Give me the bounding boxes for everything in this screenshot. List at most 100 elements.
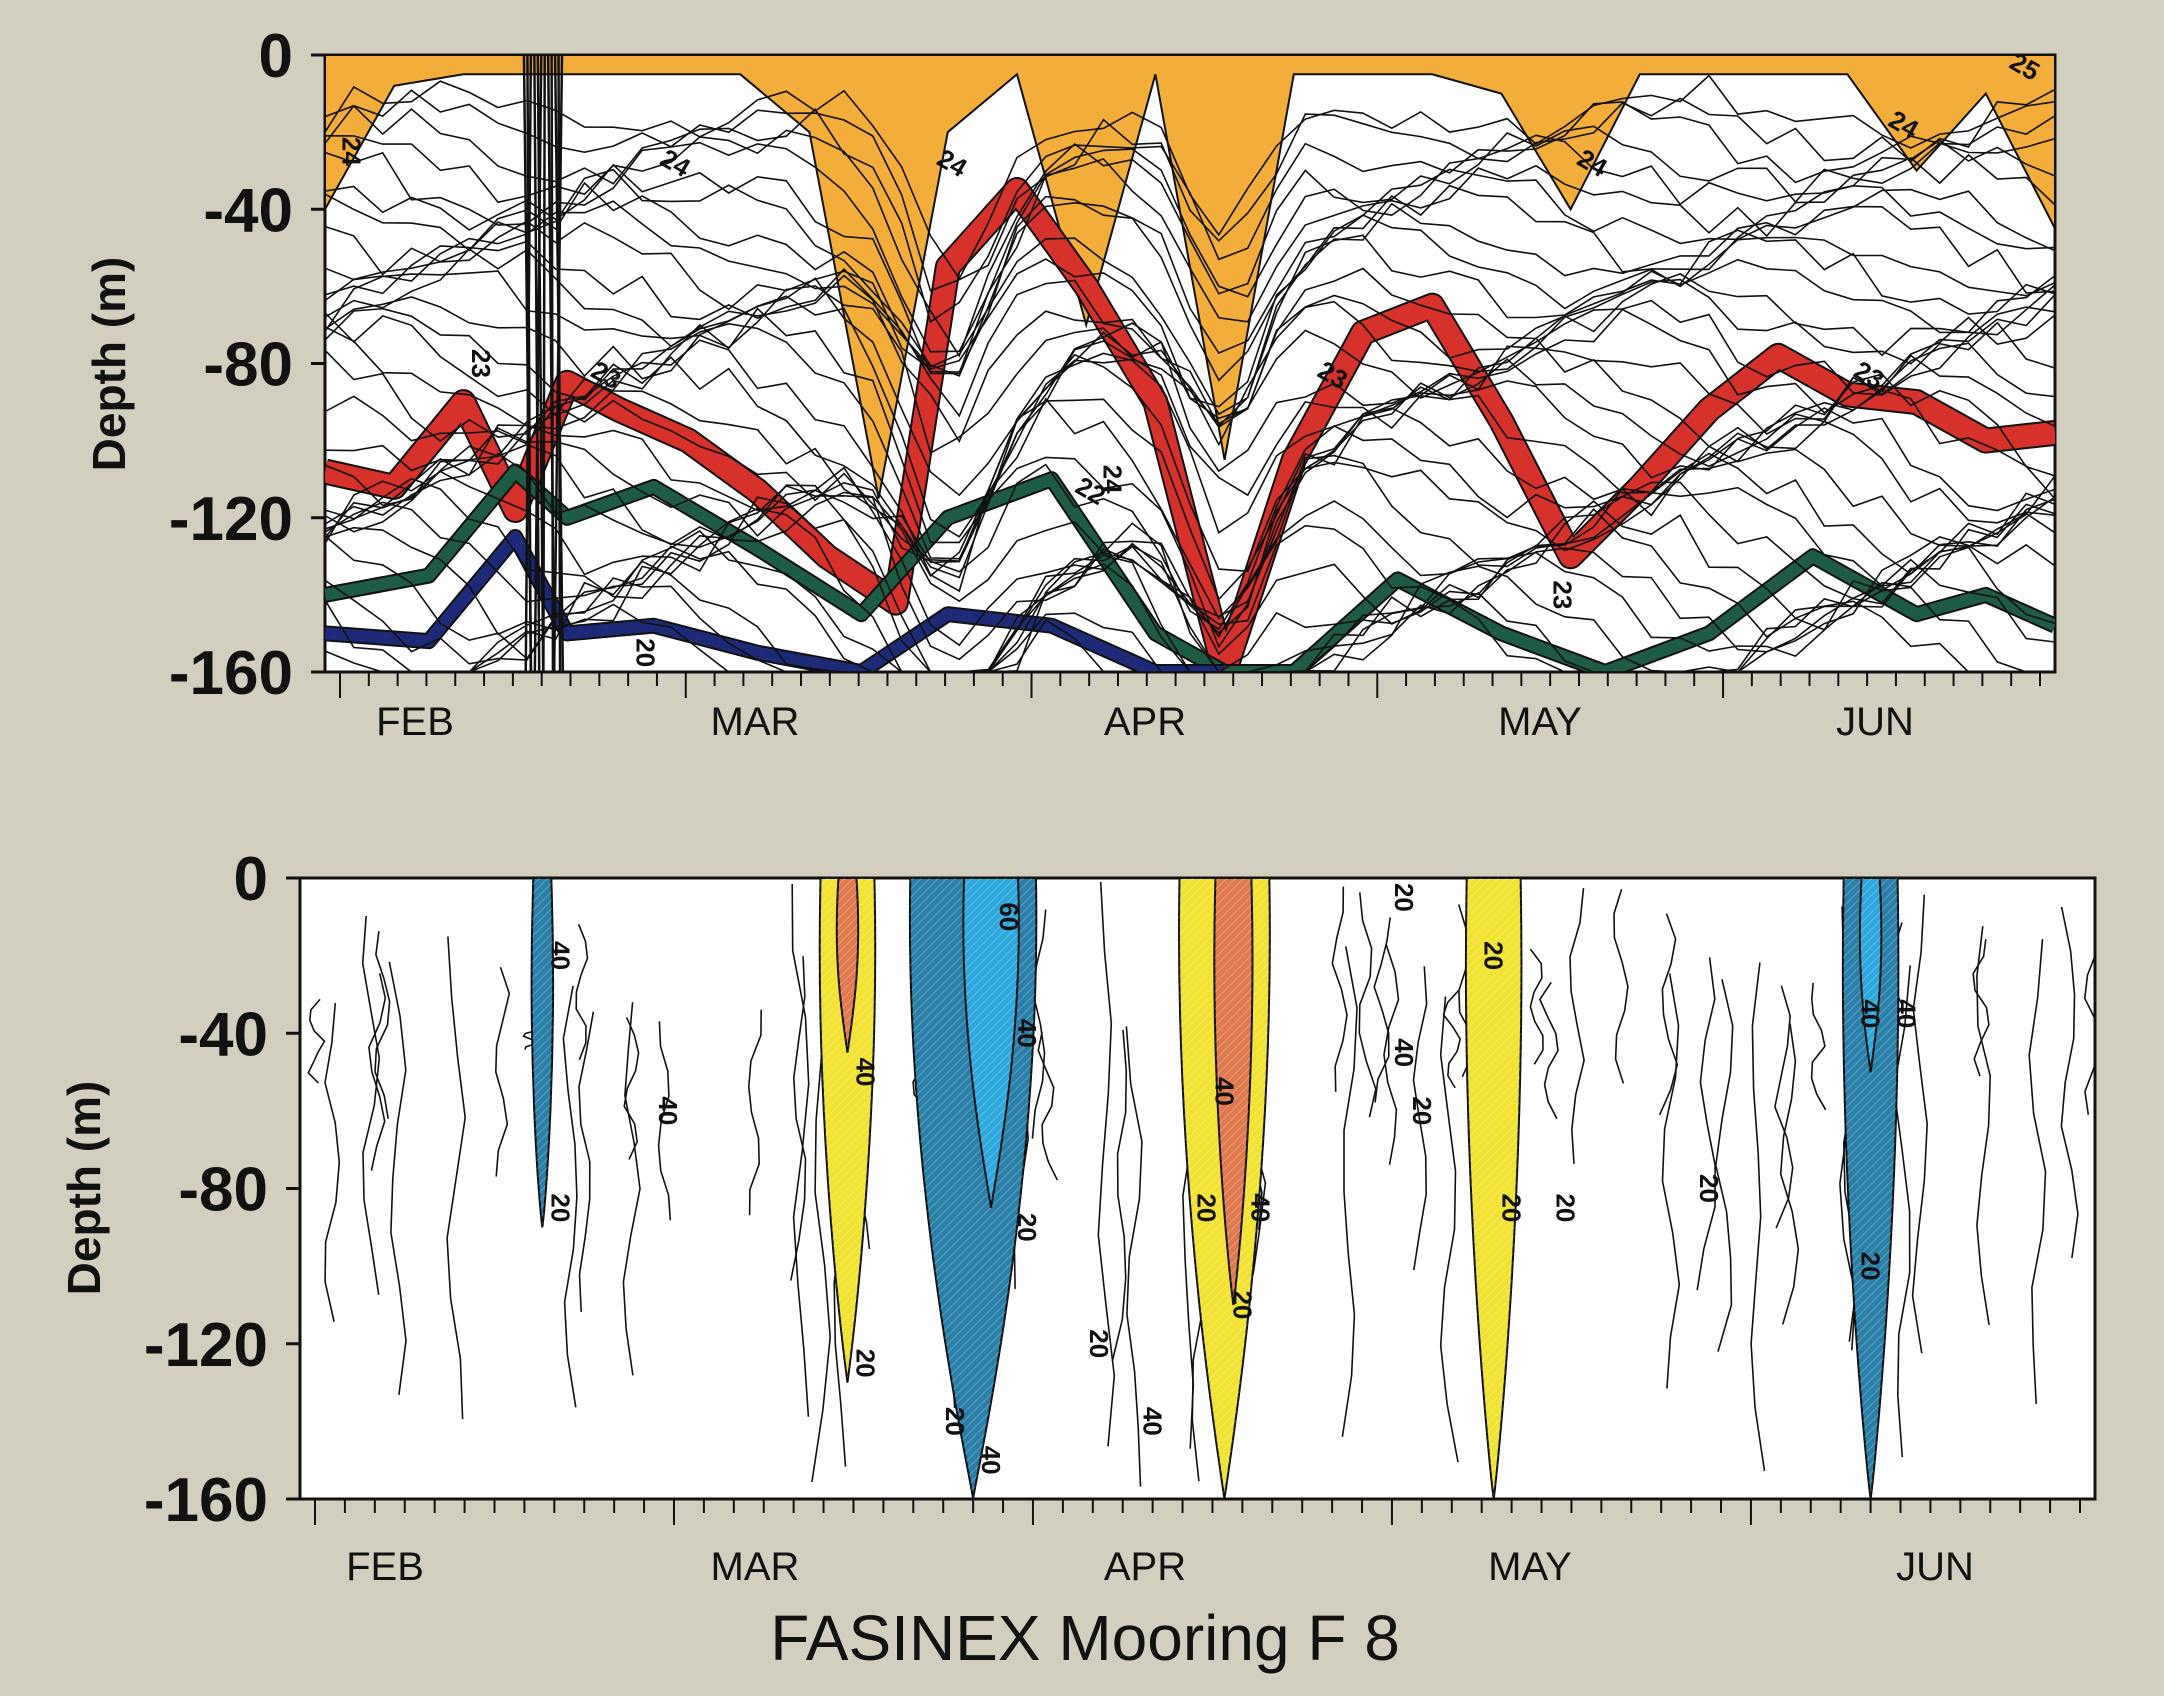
month-label: MAR: [711, 700, 800, 744]
contour-line: [325, 101, 2055, 323]
contour-value-label: 20: [1012, 1213, 1042, 1242]
contour-value-label: 40: [1892, 999, 1922, 1028]
y-tick-label: -120: [144, 1311, 268, 1380]
month-label: APR: [1104, 1545, 1186, 1589]
contour-line: [325, 270, 2055, 455]
velocity-contour: [2028, 939, 2047, 1404]
contour-value-label: 20: [1407, 1096, 1437, 1125]
bottom-y-axis-title: Depth (m): [58, 1081, 110, 1296]
contour-value-label: 23: [466, 349, 496, 378]
velocity-contour: [1031, 909, 1047, 1139]
contour-value-label: 23: [1547, 580, 1577, 609]
contour-line: [325, 181, 2055, 382]
isotherm-20-band: [325, 531, 1225, 672]
contour-value-label: 20: [1479, 941, 1509, 970]
contour-line: [325, 577, 2055, 672]
contour-value-label: 20: [1551, 1193, 1581, 1222]
contour-line: [325, 200, 2055, 416]
velocity-contour: [1779, 1023, 1800, 1325]
velocity-contour: [575, 923, 589, 1061]
contour-value-label: 20: [545, 1193, 575, 1222]
velocity-contour: [623, 1017, 640, 1160]
contour-line: [325, 295, 2055, 538]
velocity-contour: [1097, 881, 1116, 1447]
contour-line: [325, 277, 2055, 497]
contour-value-label: 40: [1856, 999, 1886, 1028]
velocity-contour: [1972, 939, 1990, 1077]
velocity-contour: [388, 961, 407, 1396]
contour-value-label: 40: [545, 941, 575, 970]
velocity-contour: [374, 931, 391, 1119]
velocity-contour: [562, 985, 578, 1408]
front-contour: [533, 55, 541, 672]
contour-value-label: 20: [1192, 1193, 1222, 1222]
front-contour: [536, 55, 545, 672]
contour-line: [325, 596, 2055, 672]
contour-value-label: 20: [1694, 1174, 1724, 1203]
y-tick-label: -160: [169, 639, 293, 708]
velocity-contour: [307, 998, 326, 1084]
contour-value-label: 40: [1389, 1038, 1419, 1067]
y-tick-label: 0: [259, 22, 293, 91]
velocity-contour: [1442, 989, 1462, 1089]
speed-region-hatch: [1859, 878, 1882, 1073]
month-label: FEB: [376, 700, 454, 744]
contour-line: [325, 373, 2055, 601]
y-tick-label: 0: [234, 845, 268, 914]
velocity-contour: [446, 936, 467, 1420]
contour-line: [325, 507, 2055, 672]
velocity-contour: [2083, 953, 2095, 1115]
velocity-contour: [1125, 1026, 1143, 1487]
velocity-contour: [1341, 946, 1358, 1437]
velocity-contour: [1661, 973, 1681, 1389]
contour-line: [325, 168, 2055, 377]
isotherm-22-band: [325, 465, 2055, 672]
contour-line: [325, 353, 2055, 579]
contour-value-label: 40: [1012, 1019, 1042, 1048]
y-tick-label: -80: [203, 331, 293, 400]
contour-value-label: 20: [1084, 1329, 1114, 1358]
month-label: MAY: [1498, 700, 1582, 744]
contour-line: [325, 407, 2055, 649]
velocity-contour: [1810, 982, 1827, 1111]
contour-value-label: 40: [1245, 1193, 1275, 1222]
velocity-contour: [368, 973, 387, 1171]
contour-value-label: 24: [1098, 465, 1128, 494]
y-tick-label: -40: [203, 176, 293, 245]
contour-line: [325, 134, 2055, 353]
month-label: MAR: [711, 1545, 800, 1589]
velocity-contour: [2060, 906, 2079, 1259]
velocity-contour: [1538, 981, 1559, 1120]
velocity-contour: [494, 967, 511, 1177]
velocity-contour: [791, 883, 810, 1417]
speed-region-hatch: [963, 878, 1019, 1208]
contour-value-label: 60: [994, 902, 1024, 931]
speed-region-hatch: [1842, 878, 1899, 1499]
contour-value-label: 20: [850, 1349, 880, 1378]
contour-line: [325, 443, 2055, 634]
contour-line: [325, 337, 2055, 593]
contour-value-label: 40: [1209, 1077, 1239, 1106]
velocity-contour: [1373, 917, 1391, 1103]
velocity-contour: [1569, 887, 1585, 1164]
velocity-contour: [1439, 996, 1459, 1463]
front-contour: [533, 55, 543, 672]
contour-value-label: 20: [1856, 1252, 1886, 1281]
velocity-contour: [1358, 892, 1377, 1118]
velocity-contour: [1893, 965, 1911, 1458]
contour-line: [325, 229, 2055, 428]
contour-line: [325, 248, 2055, 444]
month-label: JUN: [1896, 1545, 1974, 1589]
contour-value-label: 20: [1227, 1290, 1257, 1319]
contour-line: [325, 321, 2055, 560]
month-label: JUN: [1836, 700, 1914, 744]
y-tick-label: -120: [169, 485, 293, 554]
velocity-contour: [324, 1003, 341, 1322]
velocity-contour: [747, 1009, 762, 1216]
contour-value-label: 40: [653, 1096, 683, 1125]
velocity-contour: [578, 1011, 595, 1312]
isotherm-24-area: [325, 55, 2055, 499]
velocity-contour: [361, 915, 381, 1295]
